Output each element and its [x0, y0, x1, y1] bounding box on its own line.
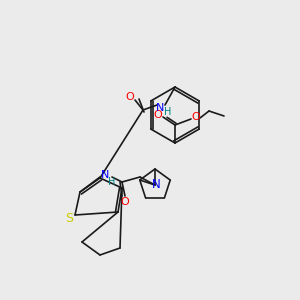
Text: S: S — [65, 212, 73, 226]
Text: H: H — [108, 177, 116, 187]
Text: N: N — [152, 178, 160, 190]
Text: N: N — [101, 170, 109, 180]
Text: H: H — [164, 107, 172, 117]
Text: O: O — [121, 197, 129, 207]
Text: O: O — [126, 92, 134, 102]
Text: O: O — [192, 112, 200, 122]
Text: O: O — [154, 110, 162, 120]
Text: N: N — [156, 103, 164, 113]
